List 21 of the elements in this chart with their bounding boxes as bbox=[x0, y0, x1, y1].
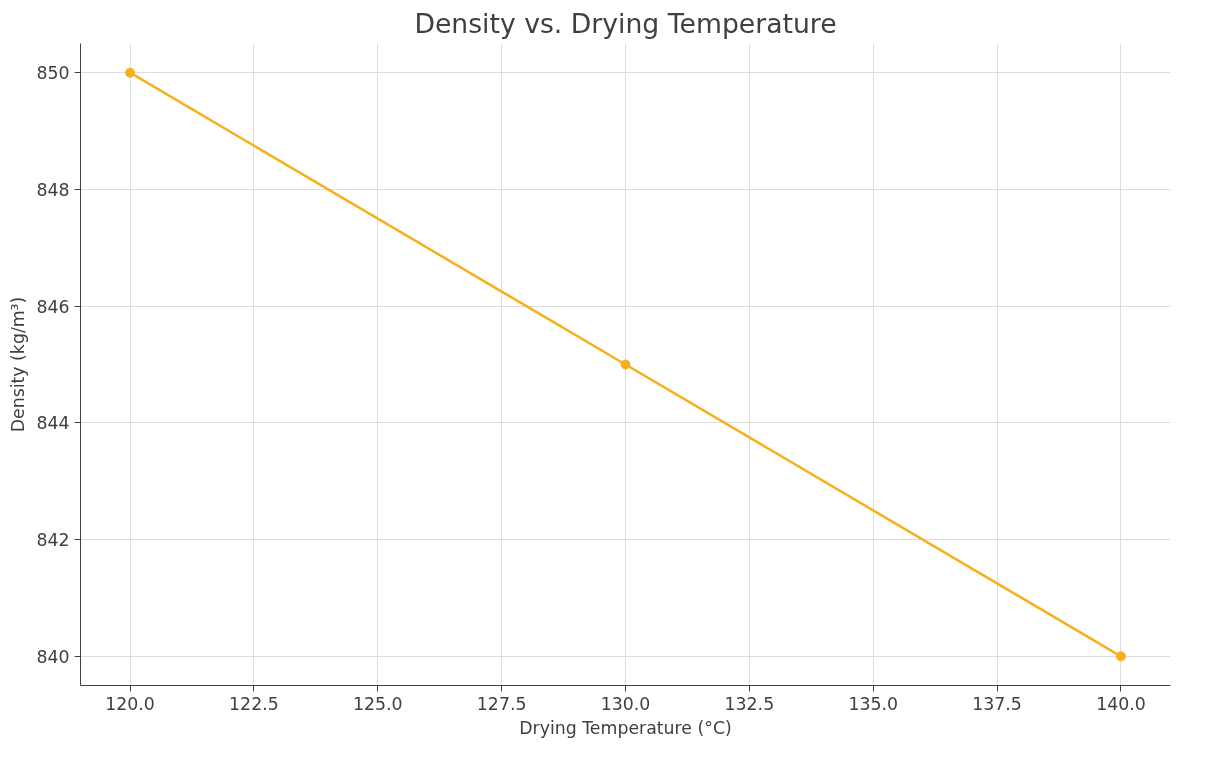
x-tick-label: 125.0 bbox=[352, 693, 403, 714]
point bbox=[125, 67, 136, 78]
x-tick-label: 137.5 bbox=[972, 693, 1022, 714]
y-tick-label: 846 bbox=[36, 296, 70, 317]
y-axis-title: Density (kg/m³) bbox=[8, 296, 29, 433]
x-tick-label: 120.0 bbox=[105, 693, 155, 714]
point bbox=[620, 359, 631, 370]
y-tick-label: 848 bbox=[36, 179, 70, 200]
y-tick-label: 840 bbox=[36, 646, 70, 667]
x-tick-label: 127.5 bbox=[476, 693, 527, 714]
x-tick-label: 122.5 bbox=[229, 693, 279, 714]
y-tick-label: 842 bbox=[36, 530, 70, 551]
x-axis-title: Drying Temperature (°C) bbox=[519, 717, 732, 738]
x-tick-label: 135.0 bbox=[848, 693, 899, 714]
x-tick-label: 140.0 bbox=[1096, 693, 1146, 714]
y-tick-label: 850 bbox=[36, 63, 70, 84]
chart-title: Density vs. Drying Temperature bbox=[414, 7, 837, 39]
point bbox=[1115, 651, 1126, 662]
x-tick-label: 130.0 bbox=[600, 693, 651, 714]
x-tick-label: 132.5 bbox=[724, 693, 775, 714]
y-tick-label: 844 bbox=[36, 413, 70, 434]
